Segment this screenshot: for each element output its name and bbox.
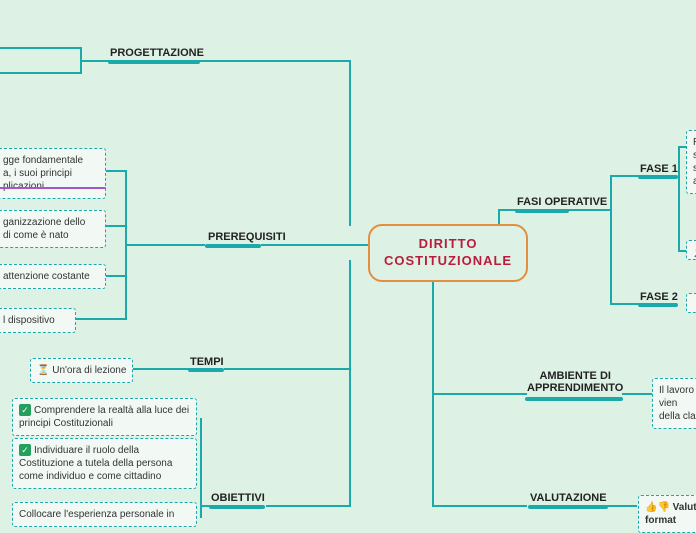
ul-valutazione <box>528 505 608 509</box>
fase2-box[interactable] <box>686 293 696 313</box>
ul-fase1 <box>638 175 678 179</box>
ul-prerequisiti <box>205 244 261 248</box>
center-line2: COSTITUZIONALE <box>384 253 512 268</box>
conn-tempi-left <box>130 368 190 370</box>
branch-valutazione[interactable]: VALUTAZIONE <box>530 492 607 504</box>
ul-fase2 <box>638 303 678 307</box>
obj1-text: Comprendere la realtà alla luce dei prin… <box>19 405 189 429</box>
valutazione-box[interactable]: 👍👎 Valutazione format <box>638 495 696 533</box>
conn-tempi <box>224 368 349 370</box>
conn-obj-v <box>200 418 202 518</box>
conn-center-top <box>349 60 351 226</box>
conn-fase1 <box>610 175 640 177</box>
conn-obiettivi <box>266 505 351 507</box>
prereq-1-purple <box>0 187 106 189</box>
conn-amb <box>432 393 527 395</box>
conn-fase2 <box>610 303 640 305</box>
conn-prereq <box>261 244 371 246</box>
conn-prereq-v <box>125 170 127 320</box>
center-line1: DIRITTO <box>419 236 478 251</box>
conn-fase1-dv <box>678 146 680 252</box>
obj-box-3[interactable]: Collocare l'esperienza personale in <box>12 502 197 527</box>
ul-fasi <box>515 209 569 213</box>
branch-fase2[interactable]: FASE 2 <box>640 291 678 303</box>
obj2-text: Individuare il ruolo della Costituzione … <box>19 445 172 482</box>
center-node[interactable]: DIRITTO COSTITUZIONALE <box>368 224 528 282</box>
check-icon: ✓ <box>19 404 31 416</box>
obj-box-2[interactable]: ✓Individuare il ruolo della Costituzione… <box>12 438 197 489</box>
prereq-box-1[interactable]: gge fondamentale a, i suoi principi plic… <box>0 148 106 199</box>
conn-amb-r <box>622 393 652 395</box>
conn-fase-v <box>610 175 612 305</box>
branch-ambiente[interactable]: AMBIENTE DI APPRENDIMENTO <box>527 370 623 394</box>
prereq-box-3[interactable]: attenzione costante <box>0 264 106 289</box>
ul-tempi <box>188 368 224 372</box>
prereq-box-4[interactable]: l dispositivo <box>0 308 76 333</box>
conn-center-bottom <box>432 260 434 505</box>
check-icon: ✓ <box>19 444 31 456</box>
conn-progettazione <box>195 60 350 62</box>
prereq-box-2[interactable]: ganizzazione dello di come è nato <box>0 210 106 248</box>
branch-prerequisiti[interactable]: PREREQUISITI <box>208 231 286 243</box>
fase1-box[interactable]: R( su se al <box>686 130 696 194</box>
conn-prog-left1 <box>0 47 80 49</box>
conn-center-bottom2 <box>349 260 351 505</box>
ul-obiettivi <box>209 505 265 509</box>
fase1-box2[interactable]: 👤 <box>686 240 696 260</box>
conn-val-r <box>607 505 637 507</box>
obj-box-1[interactable]: ✓Comprendere la realtà alla luce dei pri… <box>12 398 197 436</box>
conn-prog-left2 <box>0 72 80 74</box>
branch-fasi[interactable]: FASI OPERATIVE <box>517 196 607 208</box>
conn-prereq-left <box>125 244 205 246</box>
branch-fase1[interactable]: FASE 1 <box>640 163 678 175</box>
branch-obiettivi[interactable]: OBIETTIVI <box>211 492 265 504</box>
branch-progettazione[interactable]: PROGETTAZIONE <box>110 47 204 59</box>
ul-progettazione <box>108 60 200 64</box>
tempi-box[interactable]: ⏳ Un'ora di lezione <box>30 358 133 383</box>
ambiente-box[interactable]: Il lavoro vien della classe <box>652 378 696 429</box>
conn-val <box>432 505 527 507</box>
branch-tempi[interactable]: TEMPI <box>190 356 224 368</box>
conn-fasi-r <box>570 209 610 211</box>
conn-prog-h <box>80 60 110 62</box>
ul-ambiente <box>525 397 623 401</box>
